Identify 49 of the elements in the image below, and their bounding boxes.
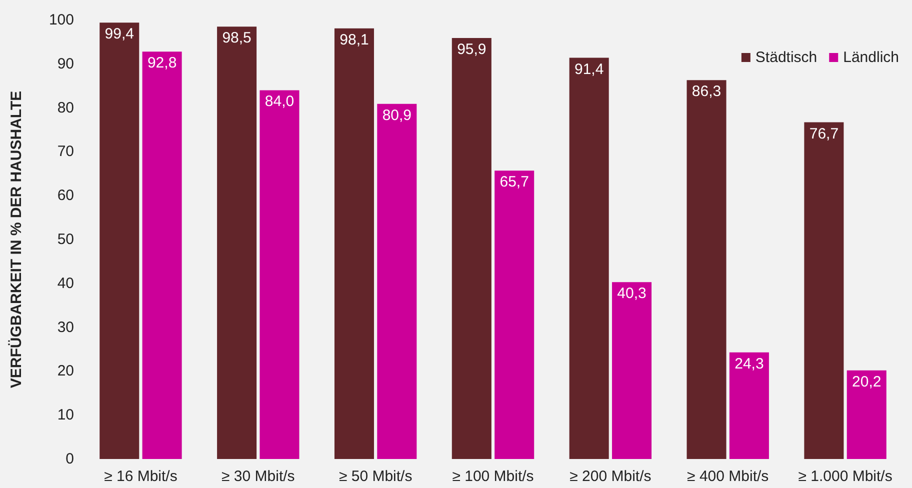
legend-label: Ländlich — [843, 49, 900, 66]
y-tick-label: 0 — [66, 450, 74, 468]
y-tick-label: 70 — [57, 143, 74, 160]
data-label: 99,4 — [104, 26, 134, 43]
x-tick-label: ≥ 30 Mbit/s — [222, 468, 295, 485]
data-label: 91,4 — [574, 60, 604, 78]
bar — [612, 282, 652, 459]
bar — [142, 52, 182, 459]
y-tick-label: 100 — [48, 12, 74, 28]
data-label: 95,9 — [457, 41, 486, 58]
bar — [334, 28, 374, 459]
y-tick-label: 20 — [57, 362, 74, 380]
bar — [686, 80, 726, 459]
y-tick-label: 50 — [57, 231, 74, 248]
y-tick-label: 80 — [57, 99, 74, 116]
data-label: 40,3 — [617, 285, 646, 302]
data-label: 20,2 — [852, 373, 882, 390]
data-label: 65,7 — [500, 174, 529, 191]
bar — [100, 22, 140, 459]
legend-label: Städtisch — [755, 49, 818, 66]
data-label: 80,9 — [382, 106, 412, 124]
x-tick-label: ≥ 100 Mbit/s — [452, 468, 534, 485]
data-label: 86,3 — [692, 83, 722, 100]
bar — [494, 170, 534, 459]
bar — [260, 90, 300, 459]
bar — [729, 352, 769, 459]
x-tick-label: ≥ 200 Mbit/s — [570, 468, 652, 485]
data-label: 84,0 — [264, 93, 294, 110]
data-label: 98,5 — [222, 30, 252, 47]
y-tick-label: 60 — [57, 187, 74, 204]
x-tick-label: ≥ 1.000 Mbit/s — [798, 468, 892, 485]
bar — [569, 58, 609, 459]
bar — [804, 122, 844, 459]
y-tick-label: 40 — [57, 274, 74, 292]
bar — [846, 370, 886, 459]
y-tick-label: 90 — [57, 55, 74, 72]
data-label: 98,1 — [340, 31, 369, 48]
y-tick-label: 30 — [57, 318, 74, 336]
data-label: 24,3 — [734, 355, 764, 372]
data-label: 92,8 — [147, 54, 177, 72]
bar — [377, 104, 417, 459]
x-tick-label: ≥ 400 Mbit/s — [687, 468, 769, 485]
y-axis-title: VERFÜGBARKEIT IN % DER HAUSHALTE — [8, 90, 25, 388]
bar — [217, 26, 257, 459]
bar — [452, 38, 492, 459]
data-label: 76,7 — [809, 125, 839, 142]
y-tick-label: 10 — [57, 406, 74, 424]
x-tick-label: ≥ 50 Mbit/s — [338, 468, 412, 485]
x-tick-label: ≥ 16 Mbit/s — [104, 468, 178, 485]
